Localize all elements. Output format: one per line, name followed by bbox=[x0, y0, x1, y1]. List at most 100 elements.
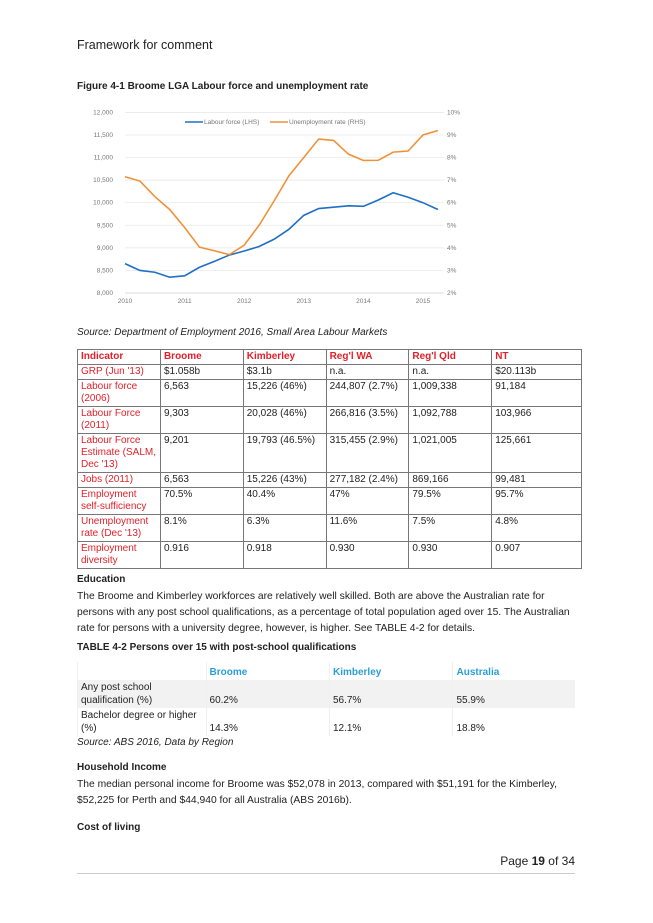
table-cell: 0.918 bbox=[242, 541, 327, 569]
y-left-tick-label: 10,500 bbox=[93, 177, 113, 184]
column-header: Broome bbox=[159, 349, 244, 365]
y-left-tick-label: 12,000 bbox=[93, 109, 113, 116]
y-left-tick-label: 10,000 bbox=[93, 200, 113, 207]
table-cell: 6,563 bbox=[159, 379, 244, 407]
table-row: Labour Force Estimate (SALM, Dec '13) 9,2… bbox=[77, 433, 582, 473]
table-cell: n.a. bbox=[325, 364, 410, 380]
education-paragraph: The Broome and Kimberley workforces are … bbox=[77, 591, 570, 634]
column-header: Kimberley bbox=[242, 349, 327, 365]
table-cell: Any post school qualification (%) bbox=[77, 680, 207, 708]
y-left-tick-label: 11,000 bbox=[94, 155, 114, 162]
figure-source: Source: Department of Employment 2016, S… bbox=[77, 327, 388, 338]
y-left-tick-label: 8,000 bbox=[97, 290, 114, 297]
table-cell: 11.6% bbox=[325, 514, 410, 542]
table-cell: 9,201 bbox=[159, 433, 244, 473]
table-cell: 266,816 (3.5%) bbox=[325, 406, 410, 434]
table-cell: 79.5% bbox=[408, 487, 493, 515]
table-row: Labour force (2006) 6,563 15,226 (46%) 244,… bbox=[77, 379, 582, 407]
table-cell: 55.9% bbox=[452, 680, 575, 708]
table-cell: $20.113b bbox=[491, 364, 582, 380]
indicator-cell: Unemployment rate (Dec '13) bbox=[77, 514, 161, 542]
table-cell: 19,793 (46.5%) bbox=[242, 433, 327, 473]
table-cell: 60.2% bbox=[205, 680, 330, 708]
y-left-tick-label: 9,000 bbox=[97, 245, 114, 252]
column-header: Broome bbox=[205, 662, 330, 680]
table-cell: 14.3% bbox=[205, 708, 330, 736]
table-cell: n.a. bbox=[408, 364, 493, 380]
labour-force-chart: 8,000 2% 8,500 3% 9,000 4% 9,500 5% 10,000 6% 10,5… bbox=[93, 109, 460, 305]
table-cell: 18.8% bbox=[452, 708, 575, 736]
y-left-tick-label: 11,500 bbox=[94, 132, 114, 139]
table-cell: 20,028 (46%) bbox=[242, 406, 327, 434]
table-cell: 56.7% bbox=[328, 680, 453, 708]
column-header: Reg'l Qld bbox=[408, 349, 493, 365]
income-paragraph: The median personal income for Broome wa… bbox=[77, 779, 558, 806]
table-cell: 99,481 bbox=[491, 472, 582, 488]
table-cell: 277,182 (2.4%) bbox=[325, 472, 410, 488]
table-cell: 15,226 (46%) bbox=[242, 379, 327, 407]
table-row: Jobs (2011) 6,563 15,226 (43%) 277,182 (2.4… bbox=[77, 472, 582, 488]
table-cell: 47% bbox=[325, 487, 410, 515]
table2-source: Source: ABS 2016, Data by Region bbox=[77, 737, 234, 748]
table-row: Any post school qualification (%) 60.2% 56… bbox=[77, 680, 575, 708]
y-right-tick-label: 8% bbox=[447, 155, 457, 162]
table-cell: 15,226 (43%) bbox=[242, 472, 327, 488]
page-number: Page 19 of 34 bbox=[500, 854, 575, 868]
income-heading: Household Income bbox=[77, 762, 167, 773]
table2-title: TABLE 4-2 Persons over 15 with post-scho… bbox=[77, 642, 357, 653]
indicator-cell: Employment self-sufficiency bbox=[77, 487, 161, 515]
table-cell: 7.5% bbox=[408, 514, 493, 542]
indicator-cell: Employment diversity bbox=[77, 541, 161, 569]
table-cell: 6.3% bbox=[242, 514, 327, 542]
y-right-tick-label: 9% bbox=[447, 132, 457, 139]
table-row: Bachelor degree or higher (%) 14.3% 12.1% 1… bbox=[77, 708, 575, 736]
table-cell: 125,661 bbox=[491, 433, 582, 473]
table-cell: 12.1% bbox=[328, 708, 453, 736]
table-cell: 70.5% bbox=[159, 487, 244, 515]
table-cell: 0.930 bbox=[325, 541, 410, 569]
y-right-tick-label: 4% bbox=[447, 245, 457, 252]
x-tick-label: 2015 bbox=[416, 298, 431, 305]
table-cell: Bachelor degree or higher (%) bbox=[77, 708, 207, 736]
table-row: Employment diversity 0.916 0.918 0.930 0.930… bbox=[77, 541, 582, 569]
y-right-tick-label: 10% bbox=[447, 109, 460, 116]
indicator-cell: Jobs (2011) bbox=[77, 472, 161, 488]
table-cell: 315,455 (2.9%) bbox=[325, 433, 410, 473]
table-cell: 40.4% bbox=[242, 487, 327, 515]
column-header: Indicator bbox=[77, 349, 161, 365]
indicator-table: Indicator Broome Kimberley Reg'l WA Reg'l Ql… bbox=[77, 349, 582, 569]
indicator-cell: Labour force (2006) bbox=[77, 379, 161, 407]
cost-of-living-heading: Cost of living bbox=[77, 822, 141, 833]
table-cell: 95.7% bbox=[491, 487, 582, 515]
table-cell: 0.907 bbox=[491, 541, 582, 569]
x-tick-label: 2011 bbox=[178, 298, 192, 305]
y-left-tick-label: 9,500 bbox=[97, 222, 114, 229]
legend-label: Labour force (LHS) bbox=[204, 119, 259, 126]
column-header bbox=[77, 662, 207, 680]
column-header: Australia bbox=[452, 662, 575, 680]
table-cell: 1,021,005 bbox=[408, 433, 493, 473]
table-cell: $1.058b bbox=[159, 364, 244, 380]
table-cell: 6,563 bbox=[159, 472, 244, 488]
column-header: NT bbox=[491, 349, 582, 365]
indicator-cell: Labour Force (2011) bbox=[77, 406, 161, 434]
figure-title: Figure 4-1 Broome LGA Labour force and u… bbox=[77, 81, 369, 92]
table-cell: 91,184 bbox=[491, 379, 582, 407]
series-line-unemployment bbox=[124, 129, 439, 256]
table-cell: 869,166 bbox=[408, 472, 493, 488]
table-cell: 1,092,788 bbox=[408, 406, 493, 434]
series-line-labour-force bbox=[124, 191, 439, 279]
table-cell: 0.916 bbox=[159, 541, 244, 569]
column-header: Reg'l WA bbox=[325, 349, 410, 365]
y-right-tick-label: 5% bbox=[447, 222, 457, 229]
table-cell: $3.1b bbox=[242, 364, 327, 380]
table-row: Unemployment rate (Dec '13) 8.1% 6.3% 11.6%… bbox=[77, 514, 582, 542]
y-right-tick-label: 3% bbox=[447, 267, 457, 274]
footer-divider bbox=[77, 873, 575, 874]
x-tick-label: 2014 bbox=[356, 298, 371, 305]
table-cell: 4.8% bbox=[491, 514, 582, 542]
x-tick-label: 2010 bbox=[118, 298, 133, 305]
table-cell: 103,966 bbox=[491, 406, 582, 434]
legend-label: Unemployment rate (RHS) bbox=[289, 119, 366, 126]
column-header: Kimberley bbox=[328, 662, 453, 680]
